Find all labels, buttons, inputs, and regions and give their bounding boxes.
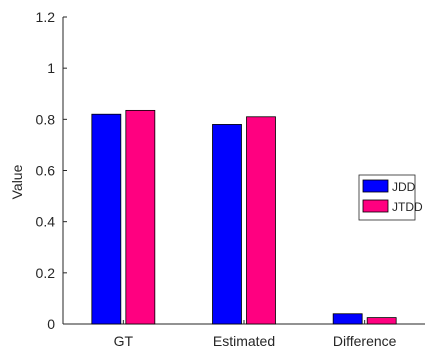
legend: JDD JTDD [358, 174, 423, 221]
bar-jtdd [125, 109, 156, 325]
y-tick-label: 0.4 [36, 214, 56, 230]
x-tick-label: GT [114, 333, 134, 349]
bar-jdd [91, 113, 122, 325]
legend-swatch-jtdd [362, 199, 389, 213]
y-tick-label: 0.6 [36, 163, 56, 179]
legend-label-jdd: JDD [392, 180, 416, 194]
y-tick-label: 1 [47, 60, 55, 76]
y-tick-label: 0.8 [36, 111, 56, 127]
y-axis-label: Value [9, 164, 25, 199]
bar-jtdd [366, 317, 397, 325]
bar-jtdd [246, 116, 276, 325]
x-tick-label: Estimated [213, 333, 275, 349]
x-tick-label: Difference [333, 333, 397, 349]
y-tick-label: 0.2 [36, 265, 56, 281]
bar-jdd [212, 124, 242, 325]
bar-jdd [332, 313, 363, 325]
legend-label-jtdd: JTDD [392, 200, 423, 214]
plot-area: 0 0.2 0.4 0.6 0.8 1 1.2 GT Estimated Difference [36, 9, 425, 349]
y-tick-label: 1.2 [36, 9, 56, 25]
legend-swatch-jdd [362, 179, 389, 193]
y-tick-label: 0 [47, 316, 55, 332]
